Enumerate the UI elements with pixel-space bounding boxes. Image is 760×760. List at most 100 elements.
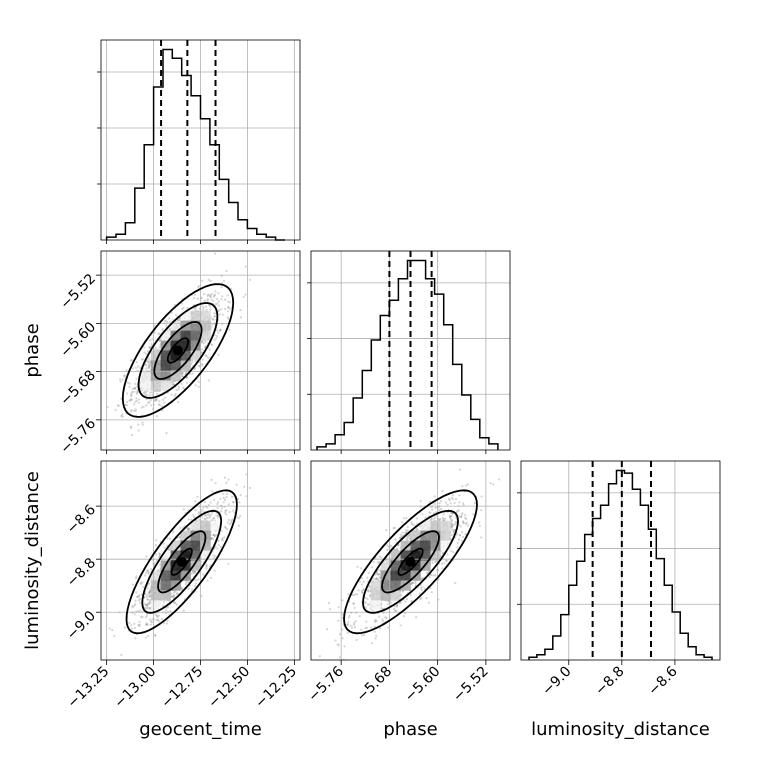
sample-point (154, 544, 157, 547)
sample-point (434, 560, 437, 563)
sample-point (209, 576, 212, 580)
sample-point (129, 426, 132, 429)
sample-point (136, 391, 139, 394)
sample-point (194, 500, 197, 503)
sample-point (187, 509, 190, 512)
sample-point (213, 294, 216, 297)
sample-point (364, 601, 367, 605)
sample-point (408, 537, 411, 540)
sample-point (453, 523, 457, 526)
sample-point (192, 516, 196, 519)
sample-point (446, 553, 449, 556)
sample-point (179, 526, 182, 530)
sample-point (149, 345, 152, 348)
panel-frame-hist-luminosity_distance (520, 460, 721, 661)
sample-point (337, 619, 340, 623)
sample-point (197, 511, 201, 514)
frames-layer (96, 39, 721, 665)
sample-point (212, 498, 216, 502)
sample-point (381, 620, 384, 623)
sample-point (130, 627, 133, 630)
sample-point (406, 538, 409, 541)
histogram-luminosity_distance (528, 469, 713, 660)
sample-point (341, 599, 344, 602)
sample-point (182, 306, 185, 309)
sample-point (174, 393, 177, 396)
sample-point (147, 570, 150, 574)
sample-point (146, 350, 149, 353)
sample-point (442, 513, 445, 516)
density-bin (390, 590, 401, 601)
density-bin (160, 360, 171, 371)
sample-point (128, 382, 131, 385)
sample-point (410, 523, 413, 526)
sample-point (166, 321, 169, 324)
sample-point (144, 592, 147, 596)
sample-point (156, 618, 159, 621)
sample-point (208, 516, 212, 519)
sample-point (425, 571, 428, 575)
sample-point (217, 310, 220, 313)
sample-point (460, 513, 463, 516)
sample-point (439, 517, 442, 520)
sample-point (377, 573, 380, 576)
density-bin (200, 540, 211, 551)
sample-point (226, 294, 229, 297)
sample-point (217, 304, 220, 307)
sample-point (365, 626, 368, 629)
sample-point (492, 483, 495, 486)
sample-point (450, 524, 453, 527)
sample-point (201, 340, 204, 343)
sample-point (155, 398, 158, 401)
sample-point (147, 400, 151, 404)
sample-point (207, 278, 210, 281)
sample-point (224, 525, 227, 529)
sample-point (171, 380, 174, 383)
sample-point (131, 390, 134, 393)
sample-point (125, 404, 128, 407)
sample-point (225, 527, 229, 531)
sample-point (155, 397, 158, 400)
sample-point (190, 518, 193, 522)
density-bin (390, 550, 401, 561)
sample-point (371, 642, 374, 645)
sample-point (148, 600, 151, 604)
sample-point (461, 485, 464, 488)
sample-point (432, 518, 435, 521)
density-bin (420, 550, 431, 561)
sample-point (217, 331, 220, 334)
sample-point (210, 343, 213, 346)
sample-point (153, 348, 156, 351)
sample-point (137, 365, 140, 368)
sample-point (249, 278, 252, 281)
density-bin (200, 520, 211, 531)
sample-point (461, 531, 464, 534)
sample-point (138, 597, 141, 600)
sample-point (458, 533, 461, 536)
sample-point (133, 390, 136, 393)
sample-point (202, 309, 205, 312)
sample-point (149, 399, 152, 402)
sample-point (448, 499, 451, 502)
sample-point (405, 517, 408, 520)
sample-point (201, 279, 204, 282)
ytick-label-phase-1: −5.68 (57, 367, 99, 409)
sample-point (147, 598, 150, 601)
sample-point (419, 598, 422, 601)
xtick-label-phase-1: −5.68 (354, 664, 396, 706)
sample-point (365, 620, 368, 623)
sample-point (217, 539, 220, 543)
sample-point (222, 539, 225, 542)
sample-point (197, 578, 200, 581)
density-bin (170, 330, 181, 341)
sample-point (154, 346, 157, 349)
sample-point (462, 504, 465, 507)
sample-point (204, 354, 207, 357)
sample-point (229, 521, 233, 525)
sample-point (395, 605, 398, 608)
sample-point (377, 572, 380, 576)
sample-point (375, 577, 378, 581)
sample-point (213, 534, 216, 537)
sample-point (374, 578, 377, 581)
sample-point (164, 609, 167, 612)
